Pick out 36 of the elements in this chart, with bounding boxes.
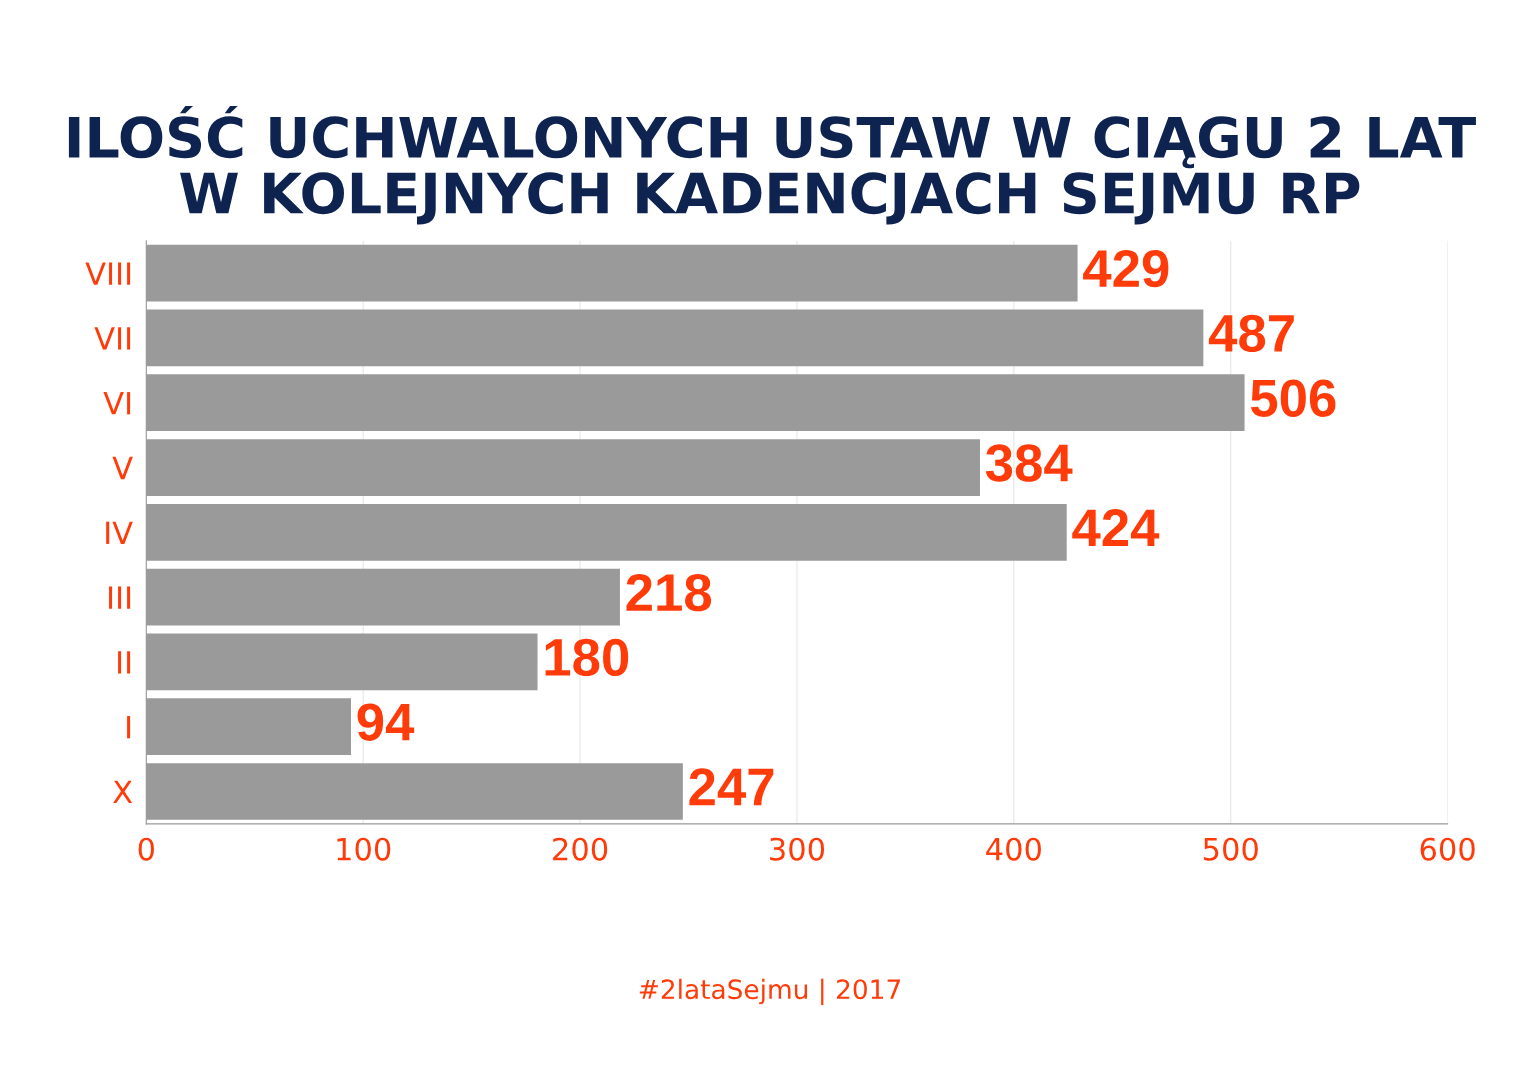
x-tick-label: 600 (1420, 837, 1475, 861)
y-tick-label: VIII (85, 262, 131, 285)
data-label: 180 (545, 638, 629, 677)
y-tick-label: VII (94, 327, 131, 350)
y-tick-label: II (118, 651, 131, 674)
y-tick-label: I (127, 716, 131, 739)
data-label: 94 (357, 703, 415, 741)
y-tick-label: X (113, 780, 133, 804)
x-tick-label: 500 (1203, 837, 1258, 861)
x-tick-label: 400 (986, 837, 1041, 861)
text: #2lataSejmu | 2017 (639, 978, 900, 1006)
data-label: 384 (985, 444, 1073, 482)
data-label: 487 (1208, 314, 1294, 353)
y-tick-label: III (109, 586, 131, 609)
x-tick-label: 100 (337, 837, 391, 861)
bar (146, 633, 538, 691)
data-label: 506 (1250, 379, 1336, 417)
data-label: 218 (626, 573, 712, 612)
bar (146, 374, 1245, 432)
bar (146, 439, 980, 496)
y-tick-label: V (112, 456, 133, 480)
data-label: 424 (1072, 509, 1160, 546)
bar (146, 309, 1204, 367)
x-tick-label: 0 (138, 837, 154, 861)
data-label: 247 (689, 768, 774, 806)
bar (146, 698, 352, 756)
bar (146, 503, 1067, 561)
y-tick-label: VI (103, 392, 131, 415)
bar (146, 763, 683, 820)
data-label: 429 (1083, 249, 1169, 288)
chart-title: ILOŚĆ UCHWALONYCH USTAW W CIĄGU 2 LAT W KOLEJNYCH KADENCJACH SEJMU RP (68, 106, 1476, 225)
y-tick-label: IV (106, 521, 133, 544)
x-tick-label: 300 (770, 837, 825, 861)
x-tick-label: 200 (553, 837, 608, 861)
bar (146, 568, 620, 626)
bar (146, 244, 1078, 302)
